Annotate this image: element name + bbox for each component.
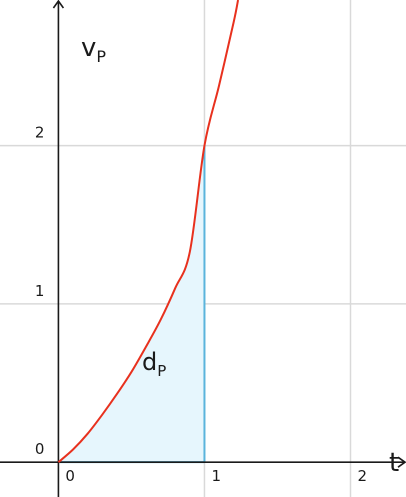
tick-labels: 0 1 2 0 1 2: [35, 124, 367, 486]
y-axis-arrow: [52, 0, 65, 9]
shaded-area-label: dP: [142, 348, 166, 380]
y-tick-label-1: 1: [35, 282, 45, 300]
x-tick-label-2: 2: [358, 467, 368, 485]
x-tick-label-0: 0: [65, 467, 75, 485]
velocity-curve: [57, 0, 240, 463]
y-tick-label-2: 2: [35, 124, 45, 142]
y-tick-label-0: 0: [35, 440, 45, 458]
shaded-area-region: [58, 145, 205, 463]
x-axis-arrow: [397, 456, 406, 468]
x-axis-title: t: [389, 448, 399, 478]
y-axis-title: vP: [81, 33, 106, 66]
x-tick-label-1: 1: [211, 467, 221, 485]
